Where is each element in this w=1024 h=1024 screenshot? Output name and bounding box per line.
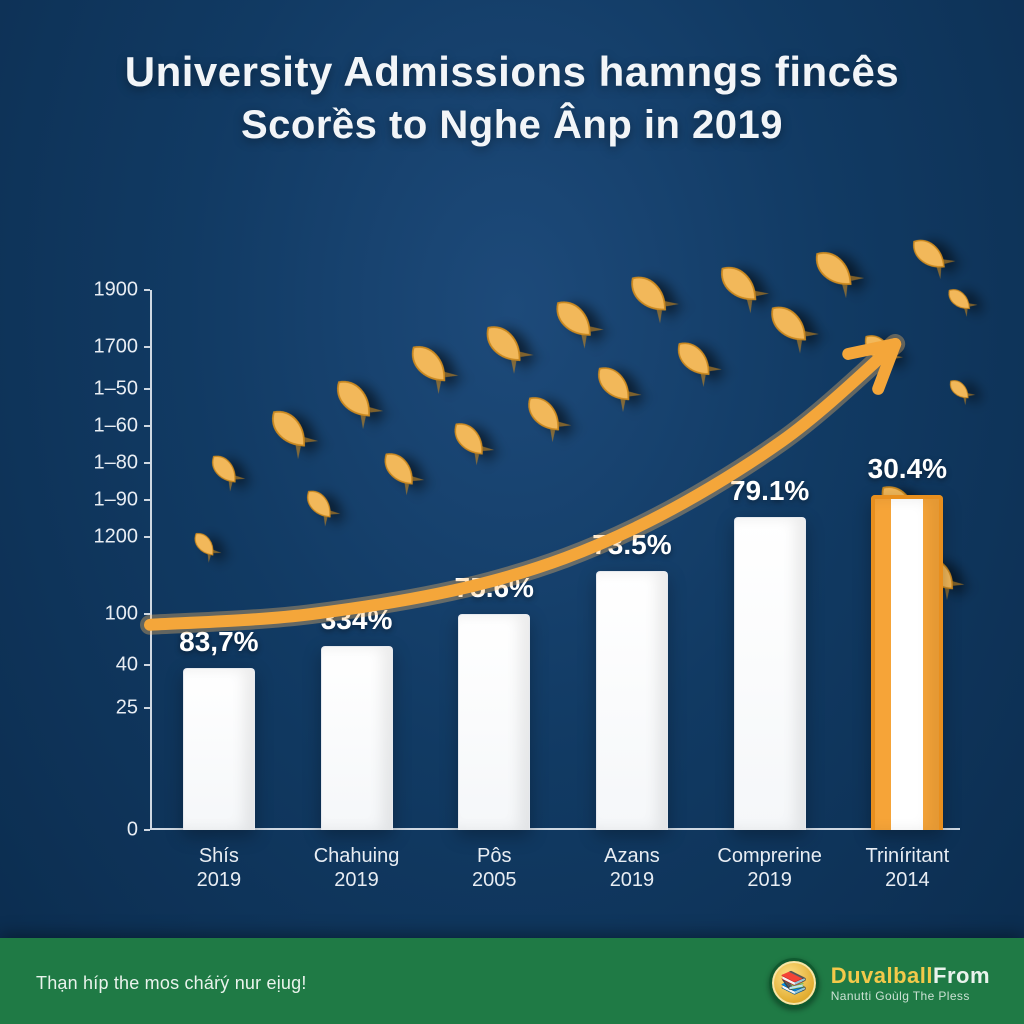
- bar: 83,7%: [183, 668, 255, 830]
- y-tick-mark: [144, 664, 150, 666]
- brand-sub: Nanutti Goùlg The Pless: [831, 989, 990, 1003]
- decor-arrow-icon: [893, 218, 966, 291]
- y-axis: [150, 290, 152, 830]
- bar-value-label: 334%: [321, 604, 393, 636]
- bar-value-label: 75.6%: [455, 572, 534, 604]
- title-line2: Scorềs to Nghe Ânp in 2019: [0, 102, 1024, 148]
- x-tick-label: Azans2019: [604, 844, 660, 892]
- bar-value-label: 83,7%: [179, 626, 258, 658]
- y-tick-label: 100: [105, 603, 138, 626]
- bar-slot: 79.1%: [734, 517, 806, 830]
- brand-main-b: From: [933, 963, 990, 988]
- y-tick-label: 1–50: [94, 378, 139, 401]
- bar-chart: 190017001–501–601–801–90120010040250 83,…: [60, 290, 960, 890]
- bar-value-label: 79.1%: [730, 475, 809, 507]
- y-tick-mark: [144, 462, 150, 464]
- x-axis: [150, 828, 960, 830]
- y-tick-label: 1–90: [94, 489, 139, 512]
- brand-block: 📚 DuvalballFrom Nanutti Goùlg The Pless: [769, 958, 990, 1008]
- bar: 79.1%: [734, 517, 806, 830]
- x-tick-label: Comprerine2019: [717, 844, 821, 892]
- y-tick-mark: [144, 536, 150, 538]
- y-tick-label: 0: [127, 819, 138, 842]
- brand-main-a: Duvalball: [831, 963, 933, 988]
- trend-curve: [150, 290, 960, 830]
- y-tick-label: 1700: [94, 335, 139, 358]
- bar-slot: 75.6%: [458, 614, 530, 830]
- y-tick-mark: [144, 388, 150, 390]
- bar-slot: 30.4%: [871, 495, 943, 830]
- infographic-canvas: University Admissions hamngs fincês Scor…: [0, 0, 1024, 1024]
- x-tick-label: Chahuing2019: [314, 844, 400, 892]
- plot-area: 190017001–501–601–801–90120010040250 83,…: [150, 290, 960, 830]
- bar: 334%: [321, 646, 393, 830]
- x-tick-label: Shís2019: [197, 844, 242, 892]
- brand-text: DuvalballFrom Nanutti Goùlg The Pless: [831, 963, 990, 1003]
- bar: 75.6%: [458, 614, 530, 830]
- footer-text: Thạn híp the mos cháṙý nur eịug!: [36, 973, 307, 994]
- x-tick-label: Pôs2005: [472, 844, 517, 892]
- y-tick-label: 1200: [94, 526, 139, 549]
- chart-title: University Admissions hamngs fincês Scor…: [0, 48, 1024, 148]
- y-tick-mark: [144, 289, 150, 291]
- footer-band: Thạn híp the mos cháṙý nur eịug! 📚 Duval…: [0, 938, 1024, 1024]
- y-tick-mark: [144, 829, 150, 831]
- y-tick-mark: [144, 346, 150, 348]
- y-tick-label: 1–80: [94, 452, 139, 475]
- y-tick-mark: [144, 499, 150, 501]
- y-tick-mark: [144, 425, 150, 427]
- y-tick-label: 25: [116, 696, 138, 719]
- bar-highlight: 30.4%: [871, 495, 943, 830]
- y-tick-label: 40: [116, 654, 138, 677]
- bar-slot: 334%: [321, 646, 393, 830]
- y-tick-label: 1900: [94, 279, 139, 302]
- brand-badge-icon: 📚: [769, 958, 819, 1008]
- bar-value-label: 30.4%: [868, 453, 947, 485]
- bar-value-label: 73.5%: [592, 529, 671, 561]
- y-tick-mark: [144, 707, 150, 709]
- brand-main: DuvalballFrom: [831, 963, 990, 989]
- x-tick-label: Triníritant2014: [865, 844, 949, 892]
- title-line1: University Admissions hamngs fincês: [0, 48, 1024, 96]
- bar-slot: 73.5%: [596, 571, 668, 830]
- bar-slot: 83,7%: [183, 668, 255, 830]
- y-tick-label: 1–60: [94, 415, 139, 438]
- y-tick-mark: [144, 613, 150, 615]
- bar: 73.5%: [596, 571, 668, 830]
